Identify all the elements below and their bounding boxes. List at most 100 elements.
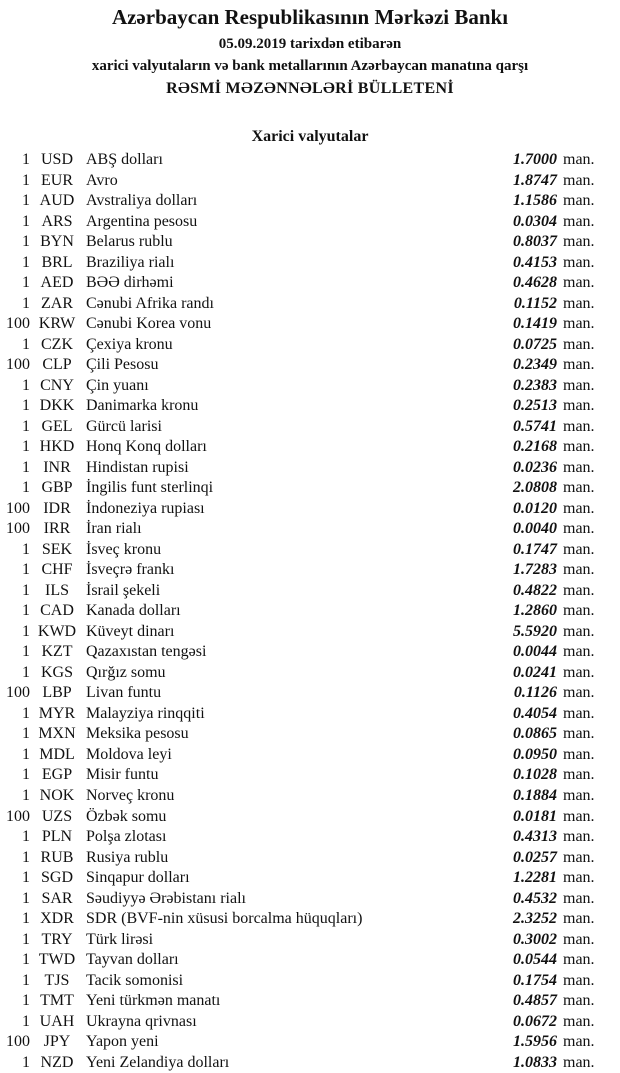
currency-name: Norveç kronu [86, 786, 175, 804]
nominal: 1 [22, 663, 30, 681]
table-row: 1 CAD Kanada dolları 1.2860 man. [0, 601, 620, 622]
currency-code: CZK [41, 335, 73, 353]
rate: 1.0833 [513, 1053, 557, 1071]
currency-name: Qırğız somu [86, 663, 166, 681]
nominal: 1 [22, 992, 30, 1010]
document-title: Azərbaycan Respublikasının Mərkəzi Bankı [111, 5, 509, 29]
unit-label: man. [563, 602, 595, 620]
unit-label: man. [563, 356, 595, 374]
rate: 0.1754 [513, 971, 557, 989]
currency-name: ABŞ dolları [86, 151, 163, 168]
rate: 0.0304 [513, 212, 557, 230]
unit-label: man. [563, 684, 595, 702]
unit-label: man. [563, 274, 595, 292]
unit-label: man. [563, 766, 595, 784]
rate: 1.7000 [513, 151, 557, 168]
unit-label: man. [563, 315, 595, 333]
unit-label: man. [563, 520, 595, 538]
nominal: 1 [22, 212, 30, 230]
table-row: 1 CHF İsveçrə frankı 1.7283 man. [0, 560, 620, 581]
nominal: 1 [22, 253, 30, 271]
rate: 0.4822 [513, 581, 557, 599]
table-row: 100 KRW Cənubi Korea vonu 0.1419 man. [0, 314, 620, 335]
currency-name: Danimarka kronu [86, 397, 199, 415]
table-row: 1 KGS Qırğız somu 0.0241 man. [0, 663, 620, 684]
table-row: 1 HKD Honq Konq dolları 0.2168 man. [0, 437, 620, 458]
currency-code: DKK [39, 397, 75, 415]
table-row: 100 CLP Çili Pesosu 0.2349 man. [0, 355, 620, 376]
rate: 0.2383 [513, 376, 557, 394]
nominal: 100 [6, 684, 30, 702]
unit-label: man. [563, 1012, 595, 1030]
currency-code: UZS [41, 807, 73, 825]
rate: 0.3002 [513, 930, 557, 948]
nominal: 1 [22, 438, 30, 456]
table-row: 1 XDR SDR (BVF-nin xüsusi borcalma hüquqla… [0, 909, 620, 930]
currency-code: CHF [41, 561, 73, 579]
bulletin-title: RƏSMİ MƏZƏNNƏLƏRİ BÜLLETENİ [166, 80, 454, 97]
currency-name: Tayvan dolları [86, 951, 179, 969]
table-row: 100 LBP Livan funtu 0.1126 man. [0, 683, 620, 704]
table-row: 1 TWD Tayvan dolları 0.0544 man. [0, 950, 620, 971]
table-row: 1 TMT Yeni türkmən manatı 0.4857 man. [0, 991, 620, 1012]
unit-label: man. [563, 663, 595, 681]
nominal: 1 [22, 930, 30, 948]
currency-name: SDR (BVF-nin xüsusi borcalma hüquqları) [86, 910, 363, 928]
rate: 0.0725 [513, 335, 557, 353]
currency-name: Gürcü larisi [86, 417, 162, 435]
unit-label: man. [563, 807, 595, 825]
table-row: 1 EUR Avro 1.8747 man. [0, 171, 620, 192]
currency-code: NOK [39, 786, 75, 804]
currency-code: ZAR [41, 294, 73, 312]
rate: 1.2860 [513, 602, 557, 620]
rate: 0.0241 [513, 663, 557, 681]
unit-label: man. [563, 869, 595, 887]
currency-code: HKD [39, 438, 75, 456]
table-row: 100 UZS Özbək somu 0.0181 man. [0, 807, 620, 828]
nominal: 1 [22, 869, 30, 887]
rate: 2.3252 [513, 910, 557, 928]
currency-name: Avstraliya dolları [86, 192, 198, 210]
unit-label: man. [563, 971, 595, 989]
rate: 0.4054 [513, 704, 557, 722]
nominal: 1 [22, 725, 30, 743]
nominal: 100 [6, 520, 30, 538]
table-row: 1 BRL Braziliya rialı 0.4153 man. [0, 253, 620, 274]
nominal: 1 [22, 1012, 30, 1030]
nominal: 1 [22, 602, 30, 620]
currency-code: BYN [40, 233, 74, 251]
currency-code: INR [43, 458, 71, 476]
currency-name: Səudiyyə Ərəbistanı rialı [86, 889, 246, 907]
section-title: Xarici valyutalar [251, 128, 369, 145]
rate: 0.1028 [513, 766, 557, 784]
currency-code: CLP [42, 356, 72, 374]
currency-code: EGP [41, 766, 73, 784]
currency-code: CNY [40, 376, 74, 394]
nominal: 1 [22, 643, 30, 661]
unit-label: man. [563, 622, 595, 640]
unit-label: man. [563, 499, 595, 517]
table-row: 1 RUB Rusiya rublu 0.0257 man. [0, 848, 620, 869]
nominal: 1 [22, 561, 30, 579]
unit-label: man. [563, 212, 595, 230]
nominal: 100 [6, 315, 30, 333]
nominal: 1 [22, 828, 30, 846]
unit-label: man. [563, 786, 595, 804]
currency-name: Braziliya rialı [86, 253, 175, 271]
rate: 0.0236 [513, 458, 557, 476]
unit-label: man. [563, 889, 595, 907]
table-row: 1 MYR Malayziya rinqqiti 0.4054 man. [0, 704, 620, 725]
nominal: 100 [6, 807, 30, 825]
unit-label: man. [563, 151, 595, 168]
currency-code: AED [40, 274, 74, 292]
rate: 0.1419 [513, 315, 557, 333]
unit-label: man. [563, 479, 595, 497]
currency-name: Argentina pesosu [86, 212, 198, 230]
rate: 0.1884 [513, 786, 557, 804]
rate: 0.2168 [513, 438, 557, 456]
currency-name: İran rialı [86, 520, 142, 538]
unit-label: man. [563, 745, 595, 763]
rate: 0.2513 [513, 397, 557, 415]
currency-name: Hindistan rupisi [86, 458, 189, 476]
currency-code: KGS [40, 663, 73, 681]
